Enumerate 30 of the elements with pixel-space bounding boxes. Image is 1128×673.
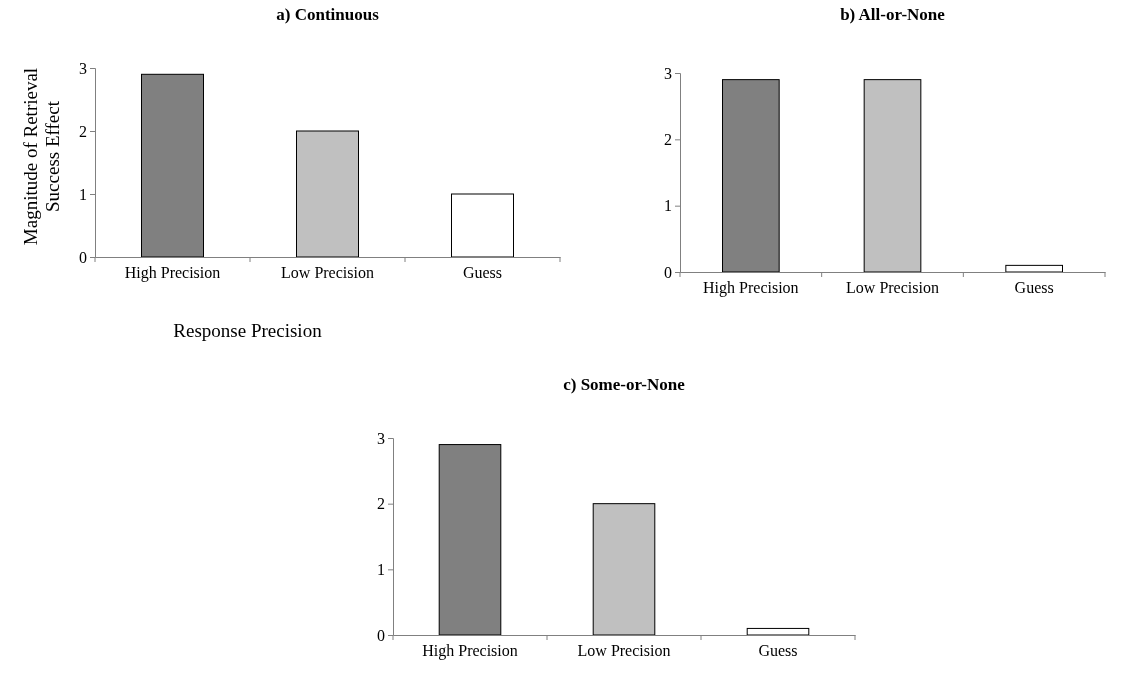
y-tick-label: 2: [377, 495, 385, 513]
bar: [451, 193, 514, 258]
x-tick-label: High Precision: [124, 264, 221, 283]
bar: [592, 503, 656, 636]
x-tick-label: Guess: [1014, 279, 1054, 297]
y-tick-label: 0: [377, 626, 385, 644]
y-tick-label: 1: [79, 185, 87, 203]
y-tick-label: 3: [79, 59, 87, 77]
x-tick-label: Guess: [758, 642, 798, 660]
x-tick-label: Low Precision: [846, 279, 939, 297]
y-tick-label: 0: [79, 248, 87, 266]
y-tick-label: 2: [664, 130, 672, 148]
x-tick-label: Low Precision: [577, 642, 671, 660]
y-tick-label: 0: [664, 263, 672, 281]
bar: [746, 627, 810, 636]
y-tick-label: 1: [377, 560, 385, 578]
y-tick-label: 3: [664, 64, 672, 82]
x-tick-label: High Precision: [703, 279, 799, 298]
y-tick-label: 2: [79, 122, 87, 140]
chart-title: a) Continuous: [276, 5, 380, 24]
y-tick-label: 3: [377, 429, 385, 447]
chart-title: c) Some-or-None: [563, 375, 686, 394]
x-tick-label: Guess: [462, 264, 503, 282]
bar: [296, 130, 359, 258]
x-tick-label: Low Precision: [281, 264, 374, 282]
y-axis-title: Magnitude of Retrieval Success Effect: [20, 67, 63, 246]
y-tick-label: 1: [664, 197, 672, 215]
chart-title: b) All-or-None: [840, 5, 946, 24]
x-axis-title: Response Precision: [173, 320, 323, 341]
x-tick-label: High Precision: [422, 642, 518, 661]
